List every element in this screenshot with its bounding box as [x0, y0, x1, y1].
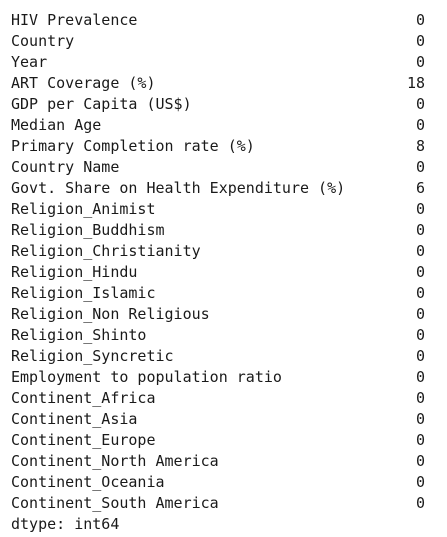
- row-label: Religion_Islamic: [11, 284, 156, 302]
- series-row: Year 0: [11, 52, 425, 73]
- row-label: Year: [11, 53, 48, 71]
- row-value: 0: [415, 263, 425, 281]
- series-row: Continent_South America 0: [11, 493, 425, 514]
- series-row: Median Age 0: [11, 115, 425, 136]
- row-label: Continent_Europe: [11, 431, 156, 449]
- dtype-line: dtype: int64: [11, 515, 120, 533]
- series-row: GDP per Capita (US$) 0: [11, 94, 425, 115]
- row-label: Primary Completion rate (%): [11, 137, 255, 155]
- row-label: ART Coverage (%): [11, 74, 156, 92]
- row-label: GDP per Capita (US$): [11, 95, 192, 113]
- series-row: Religion_Buddhism 0: [11, 220, 425, 241]
- row-label: Govt. Share on Health Expenditure (%): [11, 179, 346, 197]
- row-value: 0: [415, 11, 425, 29]
- row-label: Employment to population ratio: [11, 368, 282, 386]
- row-label: HIV Prevalence: [11, 11, 138, 29]
- series-row: Continent_Africa 0: [11, 388, 425, 409]
- row-value: 0: [415, 95, 425, 113]
- row-label: Median Age: [11, 116, 102, 134]
- row-label: Religion_Buddhism: [11, 221, 165, 239]
- row-value: 0: [415, 32, 425, 50]
- series-row: HIV Prevalence 0: [11, 10, 425, 31]
- row-value: 0: [415, 473, 425, 491]
- row-value: 0: [415, 389, 425, 407]
- row-value: 0: [415, 494, 425, 512]
- row-value: 0: [415, 221, 425, 239]
- series-row: Religion_Islamic 0: [11, 283, 425, 304]
- row-value: 18: [406, 74, 425, 92]
- row-value: 0: [415, 116, 425, 134]
- row-value: 6: [415, 179, 425, 197]
- series-row: Continent_Oceania 0: [11, 472, 425, 493]
- row-label: Country: [11, 32, 75, 50]
- series-row: Religion_Hindu 0: [11, 262, 425, 283]
- series-row: Employment to population ratio 0: [11, 367, 425, 388]
- row-value: 0: [415, 431, 425, 449]
- row-label: Religion_Animist: [11, 200, 156, 218]
- row-label: Continent_Asia: [11, 410, 138, 428]
- row-value: 0: [415, 242, 425, 260]
- row-value: 0: [415, 158, 425, 176]
- row-value: 0: [415, 410, 425, 428]
- series-row: Continent_Europe 0: [11, 430, 425, 451]
- row-label: Continent_South America: [11, 494, 219, 512]
- row-value: 0: [415, 326, 425, 344]
- series-row: Continent_Asia 0: [11, 409, 425, 430]
- row-value: 0: [415, 53, 425, 71]
- series-row: ART Coverage (%) 18: [11, 73, 425, 94]
- series-rows: HIV Prevalence 0 Country 0 Year 0 ART Cover…: [11, 10, 425, 514]
- row-label: Religion_Shinto: [11, 326, 147, 344]
- series-row: Govt. Share on Health Expenditure (%) 6: [11, 178, 425, 199]
- series-row: Religion_Non Religious 0: [11, 304, 425, 325]
- series-row: Continent_North America 0: [11, 451, 425, 472]
- series-row: Religion_Animist 0: [11, 199, 425, 220]
- row-label: Religion_Non Religious: [11, 305, 210, 323]
- row-value: 0: [415, 200, 425, 218]
- series-row: Primary Completion rate (%) 8: [11, 136, 425, 157]
- row-value: 0: [415, 368, 425, 386]
- row-label: Continent_Africa: [11, 389, 156, 407]
- row-value: 0: [415, 452, 425, 470]
- row-value: 0: [415, 284, 425, 302]
- row-label: Religion_Syncretic: [11, 347, 174, 365]
- row-label: Country Name: [11, 158, 120, 176]
- series-row: Country 0: [11, 31, 425, 52]
- row-label: Continent_Oceania: [11, 473, 165, 491]
- series-row: Country Name 0: [11, 157, 425, 178]
- row-value: 8: [415, 137, 425, 155]
- series-row: Religion_Syncretic 0: [11, 346, 425, 367]
- row-value: 0: [415, 347, 425, 365]
- row-label: Continent_North America: [11, 452, 219, 470]
- series-row: Religion_Shinto 0: [11, 325, 425, 346]
- series-row: Religion_Christianity 0: [11, 241, 425, 262]
- row-value: 0: [415, 305, 425, 323]
- row-label: Religion_Hindu: [11, 263, 138, 281]
- row-label: Religion_Christianity: [11, 242, 201, 260]
